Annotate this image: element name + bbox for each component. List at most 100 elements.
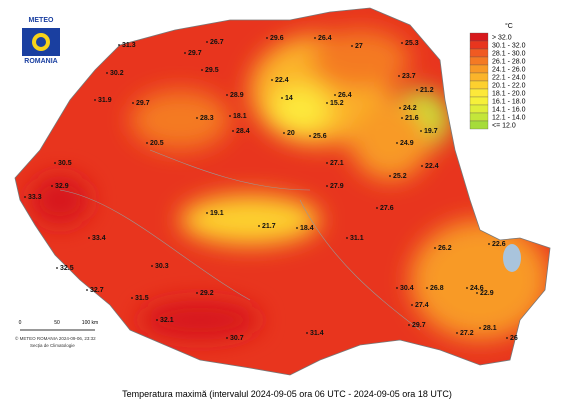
lake (503, 244, 521, 272)
station-dot (408, 324, 410, 326)
legend-swatch (469, 120, 489, 130)
station-value: 27.6 (380, 205, 394, 212)
station-dot (132, 102, 134, 104)
station-value: 32.9 (55, 183, 69, 190)
legend-label: 24.1 - 26.0 (492, 67, 526, 74)
station-value: 21.2 (420, 87, 434, 94)
station-dot (226, 337, 228, 339)
legend-label: 12.1 - 14.0 (492, 115, 526, 122)
legend-label: 22.1 - 24.0 (492, 75, 526, 82)
station-value: 27 (355, 43, 363, 50)
legend-label: 14.1 - 16.0 (492, 107, 526, 114)
station-dot (488, 243, 490, 245)
station-value: 15.2 (330, 100, 344, 107)
station-value: 23.7 (402, 73, 416, 80)
station-value: 31.5 (135, 295, 149, 302)
scale-label: 50 (54, 320, 60, 326)
station-dot (51, 185, 53, 187)
station-value: 29.7 (412, 322, 426, 329)
station-value: 33.3 (28, 194, 42, 201)
station-dot (131, 297, 133, 299)
station-value: 31.3 (122, 42, 136, 49)
station-dot (396, 142, 398, 144)
station-value: 14 (285, 95, 293, 102)
station-value: 25.2 (393, 173, 407, 180)
station-dot (401, 117, 403, 119)
legend-swatch (469, 56, 489, 66)
credit: Secția de Climatologie (30, 343, 75, 348)
station-dot (411, 304, 413, 306)
station-value: 26.8 (430, 285, 444, 292)
station-value: 30.5 (58, 160, 72, 167)
station-value: 29.7 (188, 50, 202, 57)
stations: 31.3 26.7 29.7 29.6 26.4 27 25.3 30.2 29.5 22.4 23… (24, 35, 518, 342)
logo-text: METEO (29, 17, 54, 24)
station-value: 18.4 (300, 225, 314, 232)
station-value: 32.5 (60, 265, 74, 272)
station-dot (206, 212, 208, 214)
station-value: 26.4 (338, 92, 352, 99)
station-dot (416, 89, 418, 91)
station-value: 30.3 (155, 263, 169, 270)
station-dot (196, 117, 198, 119)
logo-text: ROMANIA (24, 58, 57, 65)
station-dot (283, 132, 285, 134)
station-dot (466, 287, 468, 289)
scale-label: 0 (19, 320, 22, 326)
station-value: 27.4 (415, 302, 429, 309)
legend-label: > 32.0 (492, 35, 512, 42)
station-value: 19.1 (210, 210, 224, 217)
legend-swatch (469, 40, 489, 50)
credit: © METEO ROMANIA 2024-09-06, 23:32 (15, 335, 96, 341)
station-dot (271, 79, 273, 81)
legend-label: <= 12.0 (492, 123, 516, 130)
legend-label: 28.1 - 30.0 (492, 51, 526, 58)
station-dot (456, 332, 458, 334)
station-value: 31.1 (350, 235, 364, 242)
station-dot (426, 287, 428, 289)
station-value: 24.2 (403, 105, 417, 112)
station-dot (326, 102, 328, 104)
legend-label: 26.1 - 28.0 (492, 59, 526, 66)
station-value: 21.7 (262, 223, 276, 230)
station-value: 28.9 (230, 92, 244, 99)
station-value: 28.3 (200, 115, 214, 122)
station-dot (296, 227, 298, 229)
legend-swatch (469, 64, 489, 74)
station-dot (196, 292, 198, 294)
station-dot (281, 97, 283, 99)
legend-label: 20.1 - 22.0 (492, 83, 526, 90)
station-value: 27.2 (460, 330, 474, 337)
station-value: 32.1 (160, 317, 174, 324)
station-dot (399, 107, 401, 109)
station-value: 31.4 (310, 330, 324, 337)
station-value: 19.7 (424, 128, 438, 135)
station-dot (151, 265, 153, 267)
station-value: 26.2 (438, 245, 452, 252)
station-dot (506, 337, 508, 339)
legend-label: 18.1 - 20.0 (492, 91, 526, 98)
legend-swatch (469, 80, 489, 90)
legend-label: 16.1 - 18.0 (492, 99, 526, 106)
station-dot (306, 332, 308, 334)
station-value: 20.5 (150, 140, 164, 147)
station-value: 27.1 (330, 160, 344, 167)
station-value: 24.6 (470, 285, 484, 292)
station-dot (309, 135, 311, 137)
station-dot (232, 130, 234, 132)
legend-label: 30.1 - 32.0 (492, 43, 526, 50)
scale-label: 100 km (82, 320, 98, 326)
legend-swatch (469, 72, 489, 82)
station-dot (266, 37, 268, 39)
station-value: 32.7 (90, 287, 104, 294)
station-dot (94, 99, 96, 101)
station-dot (118, 44, 120, 46)
legend: °C > 32.030.1 - 32.028.1 - 30.026.1 - 28… (469, 22, 526, 130)
station-value: 26.7 (210, 39, 224, 46)
logo: METEO ROMANIA (22, 17, 60, 65)
station-value: 25.6 (313, 133, 327, 140)
station-dot (226, 94, 228, 96)
station-value: 30.2 (110, 70, 124, 77)
scale-bar: 0 50 100 km (19, 320, 98, 331)
station-dot (479, 327, 481, 329)
